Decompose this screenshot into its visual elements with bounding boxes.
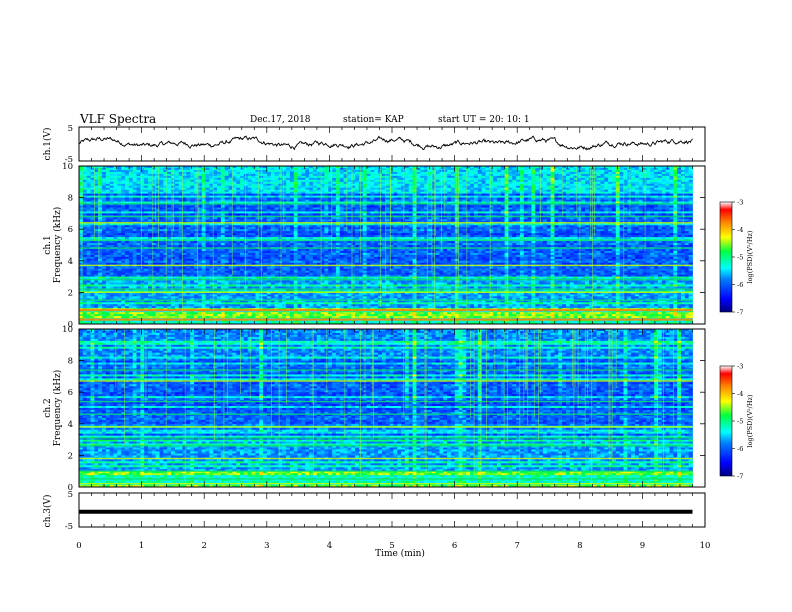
cb2-ticks-label-4: -7 <box>737 473 743 481</box>
ch3-ytick-top: 5 <box>68 490 73 500</box>
cb2-ticks-label-2: -5 <box>737 418 743 426</box>
x-tick-label-0: 0 <box>76 541 81 551</box>
x-tick-label-9: 9 <box>640 541 645 551</box>
ch3-waveform-panel: 5 -5 ch.3(V) <box>42 490 705 532</box>
date-label: Dec.17, 2018 <box>250 115 311 125</box>
p3-yticks-label-3: 6 <box>68 388 73 398</box>
x-tick-label-3: 3 <box>264 541 269 551</box>
cb2-ticks-label-1: -4 <box>737 390 743 398</box>
x-tick-label-2: 2 <box>201 541 206 551</box>
p2-yticks-label-2: 4 <box>68 257 73 267</box>
cb1-ticks-label-0: -3 <box>737 199 743 207</box>
p2-yticks-label-1: 2 <box>68 288 73 298</box>
p3-yticks-label-5: 10 <box>62 325 73 335</box>
p2-yticks-label-3: 6 <box>68 225 73 235</box>
ch3-ylabel: ch.3(V) <box>42 495 53 528</box>
ch2-colorbar-label: log(PSD)(V²/Hz) <box>746 394 754 447</box>
ch1-spectrogram-ylabel-1: ch.1 <box>43 235 53 254</box>
ch2-colorbar: -3 -4 -5 -6 -7 log(PSD)(V²/Hz) <box>720 363 754 481</box>
ch2-colorbar-ticks: -3 -4 -5 -6 -7 <box>732 363 743 481</box>
x-tick-label-1: 1 <box>139 541 144 551</box>
ch2-colorbar-gradient <box>720 366 732 476</box>
ch1-ytick-top: 5 <box>68 124 73 134</box>
p3-yticks-label-4: 8 <box>68 357 73 367</box>
cb1-ticks-label-3: -6 <box>737 281 743 289</box>
ch1-colorbar-ticks: -3 -4 -5 -6 -7 <box>732 199 743 317</box>
ch1-spectrogram-image <box>79 166 693 324</box>
figure-title: VLF Spectra <box>79 112 156 126</box>
cb1-ticks-label-4: -7 <box>737 309 743 317</box>
cb2-ticks-label-0: -3 <box>737 363 743 371</box>
station-label: station= KAP <box>343 115 404 125</box>
ch1-colorbar-gradient <box>720 202 732 312</box>
ch1-waveform-trace <box>79 136 693 150</box>
ch1-spectrogram-ylabel-2: Frequency (kHz) <box>52 207 63 284</box>
p2-yticks-label-4: 8 <box>68 194 73 204</box>
ch1-waveform-panel: 5 -5 ch.1(V) <box>42 124 705 165</box>
ch1-waveform-line <box>79 136 693 150</box>
p3-yticks-label-1: 2 <box>68 451 73 461</box>
cb1-ticks-label-1: -4 <box>737 226 743 234</box>
x-tick-label-8: 8 <box>577 541 582 551</box>
ch1-colorbar-label: log(PSD)(V²/Hz) <box>746 230 754 283</box>
p2-yticks-label-5: 10 <box>62 162 73 172</box>
x-axis-label: Time (min) <box>375 548 425 559</box>
start-time-label: start UT = 20: 10: 1 <box>438 115 530 125</box>
ch2-spectrogram-ylabel-2: Frequency (kHz) <box>52 370 63 447</box>
p3-yticks-label-2: 4 <box>68 420 73 430</box>
ch2-spectrogram-image <box>79 329 693 487</box>
ch1-colorbar: -3 -4 -5 -6 -7 log(PSD)(V²/Hz) <box>720 199 754 317</box>
ch3-ytick-bottom: -5 <box>65 522 73 532</box>
x-tick-label-4: 4 <box>327 541 332 551</box>
x-tick-label-7: 7 <box>514 541 519 551</box>
cb2-ticks-label-3: -6 <box>737 445 743 453</box>
cb1-ticks-label-2: -5 <box>737 254 743 262</box>
x-tick-label-6: 6 <box>452 541 457 551</box>
x-tick-label-10: 10 <box>700 541 711 551</box>
ch2-spectrogram-ylabel-1: ch.2 <box>43 398 53 417</box>
ch1-ylabel: ch.1(V) <box>42 128 53 161</box>
vlf-spectra-figure: VLF Spectra Dec.17, 2018 station= KAP st… <box>0 0 792 612</box>
